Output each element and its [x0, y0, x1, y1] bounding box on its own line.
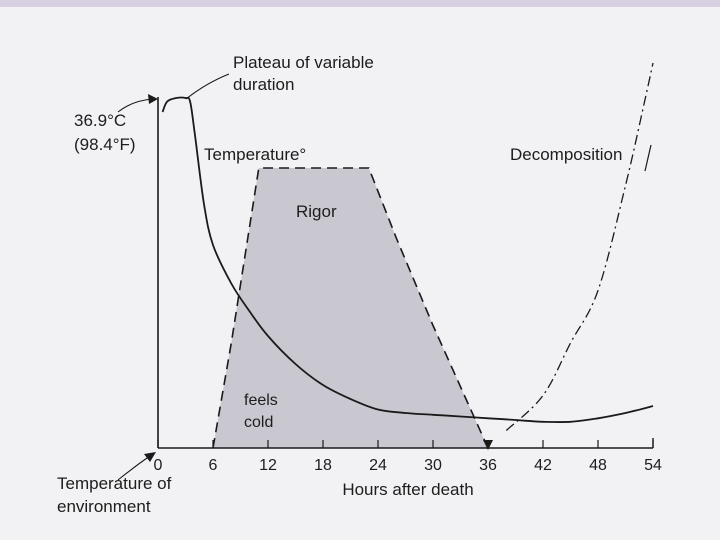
x-tick-label: 48 [589, 457, 607, 474]
temperature-series-label: Temperature° [204, 145, 306, 164]
x-tick-label: 24 [369, 457, 387, 474]
feels-cold-label-line1: feels [244, 392, 278, 409]
x-tick-label: 0 [154, 457, 163, 474]
decomposition-label-leader [644, 144, 652, 172]
rigor-series-label: Rigor [296, 202, 337, 221]
rigor-area [213, 168, 488, 448]
x-tick-label: 18 [314, 457, 332, 474]
x-tick-label: 12 [259, 457, 277, 474]
plateau-leader-line [185, 73, 230, 100]
series-layer [161, 62, 654, 449]
environment-temperature-arrowhead [144, 452, 156, 462]
arrow-layer [117, 73, 493, 481]
y-bottom-label-line1: Temperature of [57, 474, 172, 493]
rigor-end-arrowhead [483, 440, 493, 450]
decomposition-series-line [505, 62, 654, 431]
rigor-series-line [212, 167, 489, 449]
top-temperature-arrowhead [148, 94, 158, 104]
x-tick-label: 42 [534, 457, 552, 474]
top-strip [0, 0, 720, 7]
ticks-layer: 0 6 12 18 24 30 36 42 48 54 [154, 440, 662, 474]
x-tick-label: 30 [424, 457, 442, 474]
feels-cold-label-line2: cold [244, 414, 273, 431]
x-tick-label: 54 [644, 457, 662, 474]
y-bottom-label-line2: environment [57, 497, 151, 516]
y-top-label-fahrenheit: (98.4°F) [74, 135, 136, 154]
x-tick-label: 36 [479, 457, 497, 474]
decomposition-series-label: Decomposition [510, 145, 622, 164]
temperature-series-line [161, 96, 654, 423]
rigor-layer [213, 168, 488, 448]
y-top-label-celsius: 36.9°C [74, 111, 126, 130]
plateau-label-line1: Plateau of variable [233, 53, 374, 72]
x-tick-label: 6 [209, 457, 218, 474]
x-axis-label: Hours after death [342, 480, 473, 499]
plateau-label-line2: duration [233, 75, 294, 94]
